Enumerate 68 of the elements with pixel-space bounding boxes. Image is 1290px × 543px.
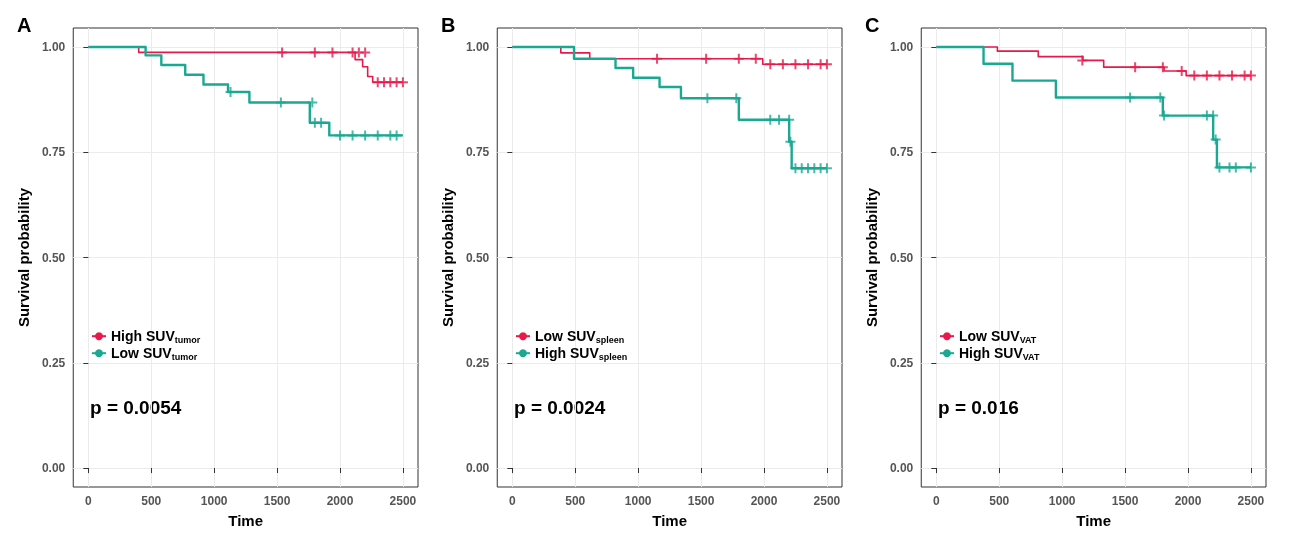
annotation: p = 0.0054 — [90, 397, 182, 418]
y-axis-title: Survival probability — [439, 187, 456, 328]
point — [803, 59, 814, 70]
y-tick-label: 0.75 — [41, 145, 66, 160]
annotation: p = 0.0024 — [514, 397, 606, 418]
y-tick-label: 0.00 — [889, 461, 914, 476]
x-tick-label: 2000 — [750, 494, 778, 508]
point — [1227, 70, 1238, 81]
point — [1130, 62, 1141, 73]
y-tick-label: 0.00 — [41, 461, 66, 476]
point — [777, 59, 788, 70]
chart-title: C — [865, 14, 880, 36]
x-tick-label: 1000 — [200, 494, 228, 508]
y-tick-label: 1.00 — [465, 39, 490, 54]
point — [1214, 70, 1225, 81]
x-tick-label: 500 — [565, 494, 586, 508]
x-tick-label: 1000 — [624, 494, 652, 508]
y-axis-title: Survival probability — [863, 187, 880, 328]
point — [277, 47, 288, 58]
y-tick-label: 0.75 — [889, 145, 914, 160]
point — [1201, 70, 1212, 81]
x-tick-label: 2500 — [1237, 494, 1265, 508]
y-tick-label: 1.00 — [889, 39, 914, 54]
annotation: p = 0.016 — [938, 397, 1019, 418]
x-tick-label: 1500 — [263, 494, 291, 508]
x-axis-title: Time — [1076, 512, 1111, 529]
point — [750, 53, 761, 64]
point — [1157, 62, 1168, 73]
x-tick-label: 2000 — [1174, 494, 1202, 508]
y-tick-label: 0.75 — [465, 145, 490, 160]
x-tick-label: 2500 — [389, 494, 417, 508]
x-axis-title: Time — [652, 512, 687, 529]
y-axis-title: Survival probability — [15, 187, 32, 328]
point — [733, 53, 744, 64]
point — [701, 53, 712, 64]
x-tick-label: 500 — [989, 494, 1010, 508]
point — [765, 59, 776, 70]
x-tick-label: 0 — [85, 494, 93, 508]
point — [397, 77, 408, 88]
point — [1245, 70, 1256, 81]
chart-title: A — [17, 14, 32, 36]
chart-title: B — [441, 14, 456, 36]
y-tick-label: 0.25 — [465, 355, 490, 370]
y-tick-label: 1.00 — [41, 39, 66, 54]
x-tick-label: 0 — [509, 494, 517, 508]
x-tick-label: 0 — [933, 494, 941, 508]
y-tick-label: 0.25 — [889, 355, 914, 370]
x-tick-label: 500 — [141, 494, 162, 508]
point — [652, 53, 663, 64]
y-tick-label: 0.00 — [465, 461, 490, 476]
point — [309, 47, 320, 58]
y-tick-label: 0.25 — [41, 355, 66, 370]
x-tick-label: 1500 — [1111, 494, 1139, 508]
x-tick-label: 1000 — [1048, 494, 1076, 508]
point — [327, 47, 338, 58]
x-tick-label: 2500 — [813, 494, 841, 508]
point — [1077, 55, 1088, 66]
x-axis-title: Time — [228, 512, 263, 529]
point — [821, 59, 832, 70]
point — [790, 59, 801, 70]
point — [1189, 70, 1200, 81]
point — [360, 47, 371, 58]
y-tick-label: 0.50 — [41, 250, 66, 265]
y-tick-label: 0.50 — [889, 250, 914, 265]
x-tick-label: 1500 — [687, 494, 715, 508]
x-tick-label: 2000 — [326, 494, 354, 508]
y-tick-label: 0.50 — [465, 250, 490, 265]
point — [1176, 65, 1187, 76]
